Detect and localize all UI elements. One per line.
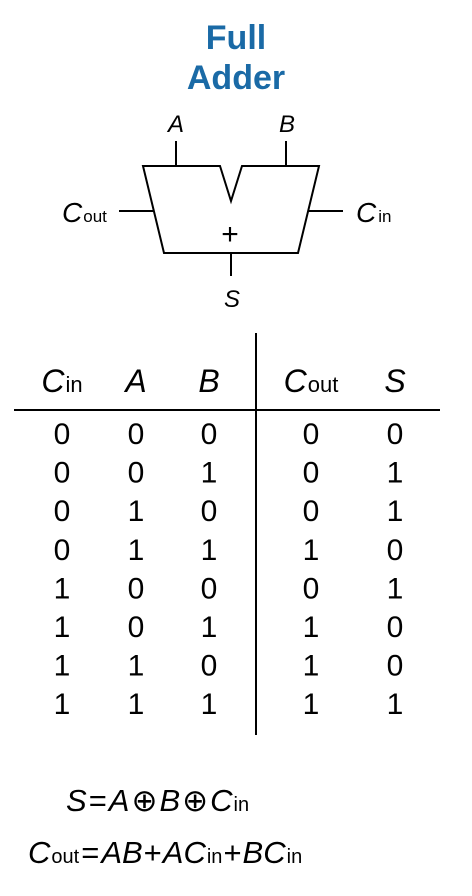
table-row: 0 1 0 0 1	[54, 495, 404, 528]
adder-operator: +	[221, 218, 239, 251]
table-row: 0 1 1 1 0	[54, 534, 404, 567]
input-a-label: A	[166, 111, 184, 138]
table-cell: 1	[303, 688, 320, 721]
table-cell: 0	[54, 495, 71, 528]
table-header-cell: S	[384, 363, 405, 399]
table-cell: 0	[303, 572, 320, 605]
table-cell: 1	[201, 457, 218, 490]
table-cell: 1	[201, 611, 218, 644]
table-cell: 1	[128, 650, 145, 683]
table-header-cell: B	[198, 363, 219, 399]
table-cell: 1	[54, 572, 71, 605]
table-row: 1 0 0 0 1	[54, 572, 404, 605]
sum-equation: S=A⊕B⊕Cin	[66, 783, 249, 818]
table-cell: 0	[201, 495, 218, 528]
title-line-1: Full	[205, 19, 267, 57]
table-cell: 0	[201, 650, 218, 683]
table-cell: 0	[201, 572, 218, 605]
table-header-cell: Cin	[41, 363, 82, 399]
carry-equation: Cout=AB+ACin+BCin	[28, 835, 302, 870]
table-cell: 0	[54, 418, 71, 451]
table-headers: Cin A B Cout S	[41, 363, 405, 399]
table-cell: 1	[201, 534, 218, 567]
table-cell: 1	[128, 688, 145, 721]
table-cell: 0	[387, 611, 404, 644]
table-cell: 1	[303, 534, 320, 567]
table-cell: 1	[303, 650, 320, 683]
table-cell: 1	[54, 688, 71, 721]
table-cell: 1	[387, 572, 404, 605]
input-b-label: B	[279, 111, 295, 138]
title-line-2: Adder	[186, 59, 286, 97]
table-cell: 0	[303, 495, 320, 528]
table-cell: 1	[387, 495, 404, 528]
sum-label: S	[224, 286, 240, 313]
table-cell: 0	[128, 611, 145, 644]
truth-table: Cin A B Cout S 0 0 0 0 00 0 1 0 10 1 0 0 10 1 1 1 01 0 0 0 11 0 1 1…	[14, 333, 440, 735]
adder-symbol	[119, 141, 343, 276]
table-cell: 1	[303, 611, 320, 644]
table-cell: 0	[54, 457, 71, 490]
table-cell: 0	[128, 418, 145, 451]
table-row: 1 1 1 1 1	[54, 688, 404, 721]
adder-body	[141, 165, 321, 254]
table-header-cell: Cout	[284, 363, 339, 399]
table-cell: 0	[128, 572, 145, 605]
table-cell: 1	[387, 457, 404, 490]
table-row: 1 1 0 1 0	[54, 650, 404, 683]
table-row: 1 0 1 1 0	[54, 611, 404, 644]
table-cell: 1	[54, 650, 71, 683]
table-cell: 0	[387, 418, 404, 451]
table-row: 0 0 0 0 0	[54, 418, 404, 451]
table-rows: 0 0 0 0 0 0 0 1 0 1 0 1 0 0 1 0 1 1 1 0 1 0 0 0 1 1 0 1 1 0 1 1 0 1 0 1 1 1 1 1	[54, 418, 404, 721]
table-cell: 0	[303, 457, 320, 490]
table-cell: 1	[54, 611, 71, 644]
table-cell: 1	[128, 534, 145, 567]
table-cell: 0	[128, 457, 145, 490]
table-cell: 0	[387, 650, 404, 683]
table-cell: 0	[387, 534, 404, 567]
table-row: 0 0 1 0 1	[54, 457, 404, 490]
table-cell: 0	[201, 418, 218, 451]
table-cell: 0	[303, 418, 320, 451]
table-cell: 1	[128, 495, 145, 528]
table-cell: 0	[54, 534, 71, 567]
diagram-title: Full Adder	[0, 18, 472, 98]
table-cell: 1	[387, 688, 404, 721]
table-cell: 1	[201, 688, 218, 721]
table-header-cell: A	[123, 363, 146, 399]
carry-out-label: Cout	[62, 197, 107, 228]
